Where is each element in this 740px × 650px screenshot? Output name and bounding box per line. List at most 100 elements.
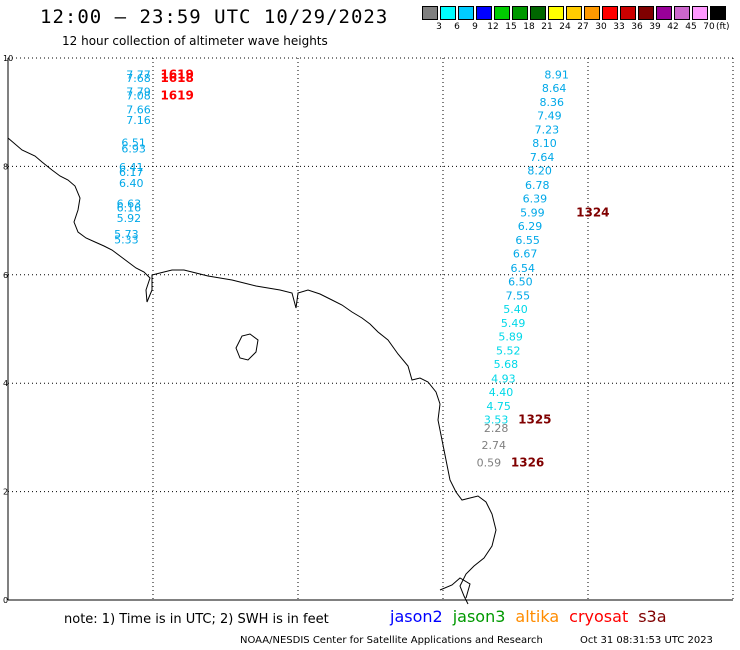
color-swatch — [674, 6, 690, 20]
x-tick-label: -51 — [436, 604, 449, 605]
wave-height-value: 7.23 — [535, 124, 560, 137]
wave-height-value: 5.52 — [496, 345, 521, 358]
wave-height-value: 8.20 — [527, 165, 552, 178]
color-scale-label: 39 — [649, 22, 661, 32]
color-swatch — [638, 6, 654, 20]
axis-ticks: -60 -57 -54 -51 -48 -45 0 2 4 6 8 10 — [0, 54, 733, 605]
x-tick-label: -60 — [0, 604, 13, 605]
wave-height-value: 0.59 — [477, 456, 502, 469]
wave-height-value: 4.40 — [489, 386, 514, 399]
color-scale-unit: (ft) — [716, 22, 730, 32]
color-scale-label: 33 — [613, 22, 625, 32]
wave-height-value: 7.66 — [126, 103, 151, 116]
map-frame — [7, 58, 733, 601]
color-swatch — [566, 6, 582, 20]
color-swatch — [440, 6, 456, 20]
color-swatch — [710, 6, 726, 20]
color-scale-label: 30 — [595, 22, 607, 32]
x-tick-label: -54 — [291, 604, 304, 605]
coastline-island — [235, 333, 259, 361]
wave-height-value: 7.68 — [126, 72, 151, 85]
coastline-estuary — [439, 577, 471, 599]
wave-height-value: 7.55 — [506, 289, 531, 302]
wave-height-value: 5.92 — [117, 212, 142, 225]
color-scale-label: 70 — [703, 22, 715, 32]
color-swatch — [512, 6, 528, 20]
wave-height-value: 6.16 — [117, 202, 142, 215]
wave-height-value: 6.41 — [119, 161, 144, 174]
color-scale-label: 3 — [436, 22, 442, 32]
color-swatch — [620, 6, 636, 20]
satellite-name: jason2 — [390, 607, 443, 626]
color-scale-label: 12 — [487, 22, 499, 32]
color-scale-label: 9 — [472, 22, 478, 32]
color-scale-label: 15 — [505, 22, 517, 32]
color-scale-label: 45 — [685, 22, 697, 32]
wave-height-value: 8.10 — [532, 137, 557, 150]
wave-height-value: 8.36 — [540, 96, 565, 109]
map-subtitle: 12 hour collection of altimeter wave hei… — [62, 34, 328, 48]
color-swatch — [422, 6, 438, 20]
pass-number: 1324 — [576, 205, 609, 219]
wave-height-value: 7.64 — [530, 151, 555, 164]
color-scale-label: 42 — [667, 22, 679, 32]
wave-height-value: 6.40 — [119, 177, 144, 190]
satellite-name: altika — [515, 607, 560, 626]
color-scale-label: 18 — [523, 22, 535, 32]
satellite-legend: jason2 jason3 altika cryosat s3a — [390, 607, 677, 626]
wave-height-value: 7.16 — [126, 114, 151, 127]
satellite-name: s3a — [638, 607, 667, 626]
wave-height-value: 2.74 — [482, 439, 507, 452]
pass-number: 1619 — [160, 67, 193, 81]
color-swatch — [476, 6, 492, 20]
color-scale-label: 6 — [454, 22, 460, 32]
wave-height-value: 7.08 — [126, 89, 151, 102]
footer-credit: NOAA/NESDIS Center for Satellite Applica… — [240, 635, 543, 646]
y-tick-label: 4 — [3, 379, 8, 388]
coastline-mainland — [7, 137, 497, 605]
footer-note: note: 1) Time is in UTC; 2) SWH is in fe… — [64, 612, 329, 627]
color-swatch — [530, 6, 546, 20]
y-tick-label: 6 — [3, 271, 8, 280]
map-title: 12:00 – 23:59 UTC 10/29/2023 — [40, 6, 389, 28]
altimeter-tracks: 7.777.687.797.087.667.16 6.516.93 6.416.17… — [114, 68, 569, 469]
wave-height-value: 6.93 — [121, 143, 146, 156]
wave-height-value: 4.93 — [491, 372, 516, 385]
wave-height-value: 6.54 — [511, 262, 536, 275]
color-swatch — [548, 6, 564, 20]
x-tick-label: -57 — [146, 604, 159, 605]
wave-height-value: 6.50 — [508, 275, 533, 288]
wave-height-value: 8.64 — [542, 82, 567, 95]
y-tick-label: 8 — [3, 162, 8, 171]
wave-height-value: 5.99 — [520, 206, 545, 219]
wave-height-value: 6.78 — [525, 179, 550, 192]
wave-height-value: 6.39 — [523, 192, 548, 205]
x-tick-label: -48 — [581, 604, 594, 605]
color-scale-label: 24 — [559, 22, 571, 32]
y-tick-label: 0 — [3, 596, 8, 605]
wave-height-value: 8.91 — [544, 68, 569, 81]
y-tick-label: 2 — [3, 488, 8, 497]
color-scale-label: 36 — [631, 22, 643, 32]
wave-height-value: 6.29 — [518, 220, 543, 233]
satellite-name: jason3 — [452, 607, 506, 626]
color-swatch — [692, 6, 708, 20]
wave-height-value: 4.75 — [486, 400, 511, 413]
pass-number: 1325 — [518, 413, 551, 427]
x-tick-label: -45 — [720, 604, 733, 605]
wave-height-value: 5.73 — [114, 228, 139, 241]
color-scale-label: 27 — [577, 22, 589, 32]
satellite-name: cryosat — [569, 607, 629, 626]
wave-height-value: 5.89 — [498, 331, 523, 344]
color-swatch — [656, 6, 672, 20]
wave-height-value: 6.63 — [117, 197, 142, 210]
footer-date: Oct 31 08:31:53 UTC 2023 — [580, 635, 713, 646]
pass-number: 1618 — [160, 71, 193, 85]
pass-number: 1619 — [160, 88, 193, 102]
wave-height-value: 5.33 — [114, 234, 139, 247]
wave-height-value: 5.49 — [501, 317, 526, 330]
wave-height-value: 5.68 — [494, 358, 519, 371]
color-swatch — [602, 6, 618, 20]
color-swatch — [494, 6, 510, 20]
